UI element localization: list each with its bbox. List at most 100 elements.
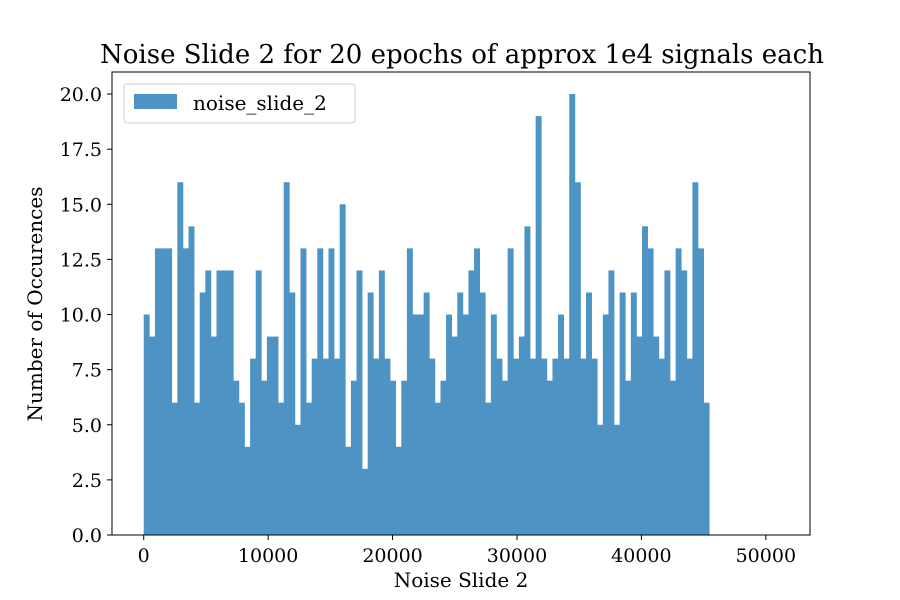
- histogram-bar: [647, 248, 654, 535]
- x-tick-label: 30000: [487, 545, 547, 567]
- histogram-bar: [434, 402, 441, 535]
- histogram-bar: [367, 292, 374, 535]
- y-tick-label: 12.5: [60, 249, 102, 271]
- histogram-bar: [451, 336, 458, 535]
- histogram-bar: [423, 292, 430, 535]
- histogram-bar: [591, 358, 598, 535]
- histogram-bar: [278, 402, 285, 535]
- histogram-bar: [345, 446, 352, 535]
- histogram-bar: [160, 248, 167, 535]
- x-axis: 0 10000 20000 30000 40000 50000: [138, 535, 796, 567]
- legend-box: [123, 83, 356, 124]
- x-tick-label: 40000: [611, 545, 671, 567]
- histogram-bar: [378, 270, 385, 535]
- histogram-bar: [272, 336, 279, 535]
- histogram-bar: [311, 358, 318, 535]
- legend: noise_slide_2: [123, 83, 356, 124]
- histogram-bar: [306, 402, 313, 535]
- histogram-bar: [177, 182, 184, 536]
- histogram-bar: [580, 358, 587, 535]
- histogram-bar: [166, 248, 173, 535]
- histogram-bar: [614, 424, 620, 535]
- y-tick-label: 17.5: [60, 139, 102, 161]
- y-tick-label: 15.0: [60, 194, 102, 216]
- histogram-bar: [362, 468, 369, 535]
- histogram-bar: [418, 314, 425, 535]
- histogram-bar: [350, 380, 357, 535]
- histogram-bar: [619, 292, 626, 535]
- histogram-bar: [535, 116, 542, 535]
- histogram-bar: [216, 270, 223, 535]
- histogram-bar: [199, 292, 206, 535]
- histogram-bar: [462, 314, 469, 535]
- histogram-bar: [300, 248, 307, 535]
- histogram-bar: [244, 446, 251, 535]
- histogram-bar: [541, 358, 548, 535]
- histogram-bar: [625, 380, 632, 535]
- histogram-bar: [406, 248, 413, 535]
- histogram-bar: [558, 314, 564, 535]
- histogram-bar: [328, 248, 335, 535]
- histogram-bar: [479, 292, 486, 535]
- legend-swatch-noise-slide-2: [134, 94, 177, 109]
- histogram-bar: [250, 358, 257, 535]
- histogram-bar: [255, 270, 262, 535]
- histogram-bar: [586, 292, 592, 535]
- plot-frame: [111, 71, 811, 536]
- histogram-bar: [289, 292, 296, 535]
- histogram-bar: [546, 380, 553, 535]
- x-tick-label: 10000: [238, 545, 298, 567]
- histogram-bar: [205, 270, 212, 535]
- bars-group: [143, 94, 710, 536]
- histogram-bar: [574, 182, 581, 536]
- histogram-bar: [602, 314, 609, 535]
- histogram-bar: [238, 402, 245, 535]
- histogram-bar: [210, 336, 217, 535]
- histogram-bar: [670, 380, 676, 535]
- histogram-bar: [294, 424, 301, 535]
- histogram-bar: [384, 358, 391, 535]
- histogram-bar: [686, 358, 693, 535]
- histogram-bar: [188, 226, 195, 535]
- histogram-bar: [222, 270, 229, 535]
- histogram-bar: [194, 402, 201, 535]
- histogram-bar: [552, 358, 559, 535]
- chart-title: Noise Slide 2 for 20 epochs of approx 1e…: [100, 40, 824, 70]
- histogram-bar: [317, 248, 324, 535]
- histogram-bar: [636, 336, 643, 535]
- histogram-bar: [429, 358, 436, 535]
- y-tick-label: 0.0: [72, 525, 102, 547]
- histogram-bar: [412, 314, 419, 535]
- y-tick-label: 2.5: [72, 470, 102, 492]
- histogram-bar: [261, 380, 268, 535]
- histogram-bar: [182, 248, 189, 535]
- histogram-bar: [530, 358, 536, 535]
- histogram-bar: [474, 248, 481, 535]
- histogram-bar: [642, 226, 648, 535]
- histogram-bar: [390, 380, 397, 535]
- histogram-bar: [675, 248, 682, 535]
- histogram-bar: [658, 358, 665, 535]
- x-tick-label: 0: [138, 545, 150, 567]
- histogram-bar: [653, 336, 660, 535]
- y-tick-label: 5.0: [72, 415, 102, 437]
- x-tick-label: 50000: [736, 545, 796, 567]
- histogram-bar: [485, 402, 492, 535]
- histogram-bar: [339, 204, 346, 536]
- histogram-bar: [692, 182, 699, 536]
- histogram-bar: [334, 358, 341, 535]
- histogram-bar: [322, 358, 329, 535]
- histogram-bar: [401, 380, 408, 535]
- histogram-bar: [468, 270, 475, 535]
- x-tick-label: 20000: [362, 545, 422, 567]
- histogram-bar: [149, 336, 156, 535]
- histogram-bar: [513, 358, 520, 535]
- histogram-bar: [563, 358, 570, 535]
- histogram-bar: [457, 292, 464, 535]
- histogram-bar: [440, 380, 447, 535]
- histogram-bar: [518, 336, 525, 535]
- histogram-bar: [395, 446, 402, 535]
- histogram-bar: [608, 270, 615, 535]
- histogram-bar: [233, 380, 240, 535]
